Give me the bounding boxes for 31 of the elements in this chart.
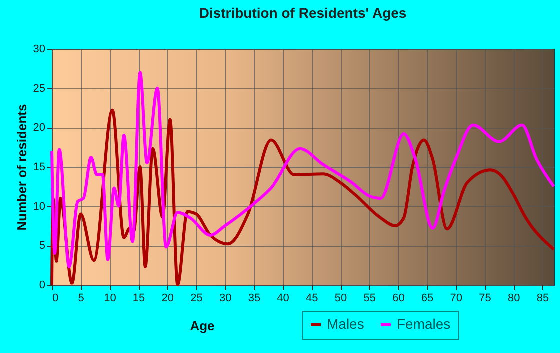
x-tick-label: 0 [52, 292, 59, 304]
legend-label: Males [327, 316, 364, 332]
x-tick-label: 65 [421, 292, 434, 304]
legend-label: Females [397, 316, 451, 332]
chart-title: Distribution of Residents' Ages [199, 5, 407, 21]
x-tick-label: 70 [450, 292, 463, 304]
x-tick-label: 35 [248, 292, 261, 304]
y-axis-title: Number of residents [14, 104, 30, 231]
x-tick-label: 20 [162, 292, 174, 304]
x-tick-label: 85 [536, 292, 550, 304]
x-tick-label: 30 [219, 292, 232, 304]
x-tick-label: 15 [132, 292, 146, 304]
x-tick-label: 25 [190, 292, 203, 304]
y-tick-label: 5 [39, 240, 46, 252]
y-tick-label: 25 [33, 82, 46, 95]
x-tick-label: 80 [508, 292, 520, 304]
x-tick-label: 45 [306, 292, 318, 304]
y-tick-label: 20 [33, 122, 46, 134]
y-tick-label: 15 [33, 162, 46, 174]
line-series [50, 71, 556, 268]
x-tick-label: 55 [364, 292, 376, 304]
x-tick-label: 50 [334, 292, 348, 304]
y-tick-label: 10 [33, 200, 46, 213]
x-axis-title: Age [190, 318, 215, 334]
x-tick-label: 5 [78, 292, 84, 304]
x-tick-label: 10 [104, 292, 116, 304]
x-tick-label: 75 [479, 292, 492, 304]
y-tick-label: 30 [33, 44, 46, 56]
x-tick-label: 40 [277, 292, 290, 304]
x-tick-label: 60 [392, 292, 405, 304]
y-tick-label: 0 [39, 280, 46, 292]
